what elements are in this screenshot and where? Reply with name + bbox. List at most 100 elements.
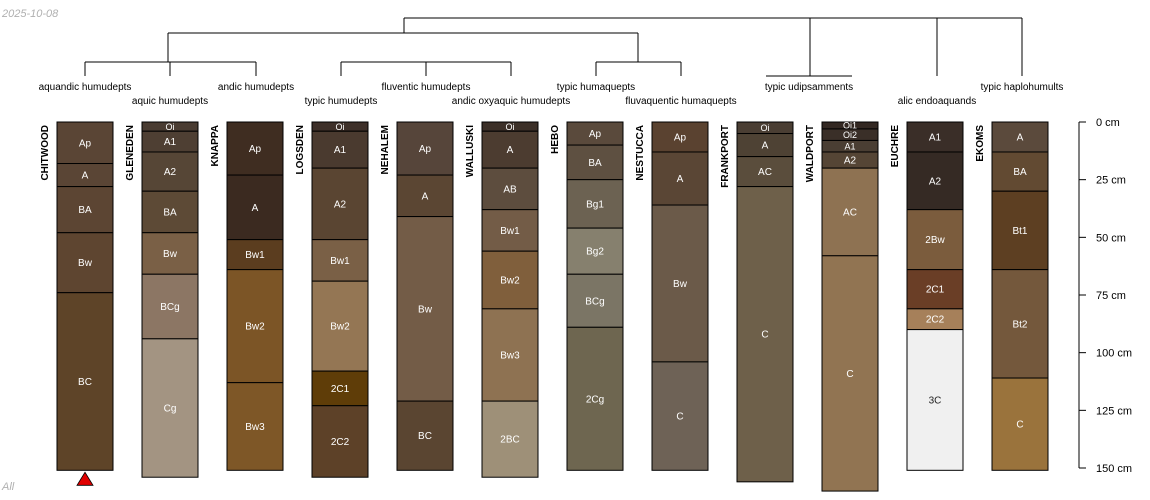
profile-name: FRANKPORT [720, 125, 731, 188]
horizon-block [396, 174, 454, 218]
profile-logsden: typic humudepts LOGSDEN Oi A1 A2 Bw1 Bw2 2C1 2C2 [295, 96, 378, 478]
horizon-label: BCg [160, 302, 179, 313]
date-label: 2025-10-08 [2, 8, 59, 20]
horizon-label: A [422, 191, 429, 202]
horizon-block [566, 227, 624, 275]
horizon-label: Cg [164, 404, 177, 415]
horizon-block [311, 405, 369, 478]
horizon-block [481, 308, 539, 402]
horizon-label: A2 [844, 156, 857, 167]
horizon-block [396, 400, 454, 471]
subgroup-label: andic oxyaquic humudepts [452, 96, 570, 107]
horizon-label: BA [163, 207, 177, 218]
horizon-label: Ap [79, 138, 92, 149]
profile-gleneden: aquic humudepts GLENEDEN Oi A1 A2 BA Bw BCg Cg [125, 96, 208, 478]
profile-ekoms: typic haplohumults EKOMS A BA Bt1 Bt2 C [975, 82, 1064, 471]
horizon-block [821, 167, 879, 257]
horizon-label: BC [78, 377, 92, 388]
horizon-label: Bw2 [245, 322, 265, 333]
horizon-label: C [676, 412, 683, 423]
horizon-label: 2Cg [586, 394, 604, 405]
horizon-label: Bg2 [586, 247, 604, 258]
horizon-label: Bw3 [500, 350, 520, 361]
horizon-label: Oi [166, 122, 175, 132]
horizon-block [991, 151, 1049, 192]
horizon-block [481, 209, 539, 252]
horizon-label: Oi [336, 122, 345, 132]
horizon-label: BA [1013, 167, 1027, 178]
profile-name: WALDPORT [805, 125, 816, 182]
subgroup-label: andic humudepts [218, 82, 294, 93]
subgroup-label: alic endoaquands [898, 96, 976, 107]
horizon-block [736, 186, 794, 483]
horizon-block [56, 292, 114, 471]
horizon-label: C [761, 330, 768, 341]
profile-euchre: alic endoaquands EUCHRE A1 A2 2Bw 2C1 2C2 3C [890, 96, 976, 471]
axis-tick-label: 25 cm [1096, 175, 1126, 187]
horizon-block [651, 361, 709, 471]
horizon-label: Ap [674, 132, 687, 143]
horizon-block [311, 280, 369, 372]
profile-name: NEHALEM [380, 125, 391, 174]
horizon-label: Bw [78, 258, 93, 269]
subgroup-label: typic haplohumults [981, 82, 1064, 93]
horizon-block [141, 151, 199, 192]
horizon-block [141, 338, 199, 478]
horizon-label: Bg1 [586, 199, 604, 210]
marker-triangle [76, 471, 94, 486]
horizon-block [141, 190, 199, 234]
horizon-block [481, 400, 539, 478]
horizon-block [991, 377, 1049, 471]
profile-name: LOGSDEN [295, 125, 306, 174]
horizon-label: 3C [929, 395, 942, 406]
horizon-block [56, 121, 114, 165]
horizon-block [56, 186, 114, 234]
horizon-label: A1 [164, 137, 177, 148]
horizon-label: BC [418, 431, 432, 442]
horizon-label: A1 [334, 145, 347, 156]
horizon-label: Bw1 [330, 256, 350, 267]
profile-name: KNAPPA [210, 125, 221, 166]
horizon-label: 2Bw [925, 235, 945, 246]
horizon-label: Oi2 [843, 130, 857, 140]
horizon-label: 2C2 [331, 437, 350, 448]
profile-walluski: andic oxyaquic humudepts WALLUSKI Oi A AB Bw1… [452, 96, 570, 478]
horizon-label: A1 [844, 141, 855, 151]
horizon-block [311, 130, 369, 169]
horizon-label: A2 [334, 199, 347, 210]
horizon-block [991, 269, 1049, 379]
dendrogram [84, 17, 1023, 77]
horizon-label: Bw1 [500, 226, 520, 237]
horizon-block [736, 156, 794, 188]
horizon-label: A2 [164, 167, 177, 178]
subgroup-label: typic humaquepts [557, 82, 635, 93]
horizon-block [821, 255, 879, 492]
horizon-label: Ap [419, 144, 432, 155]
horizon-label: Bw2 [330, 322, 350, 333]
subgroup-label: fluvaquentic humaquepts [625, 96, 736, 107]
horizon-label: Oi1 [843, 121, 857, 131]
horizon-label: Bw1 [245, 250, 265, 261]
profile-nehalem: fluventic humudepts NEHALEM Ap A Bw BC [380, 82, 470, 471]
horizon-label: Oi [506, 122, 515, 132]
horizon-label: AC [843, 207, 857, 218]
horizon-label: Bw2 [500, 276, 520, 287]
horizon-label: Bt2 [1012, 319, 1027, 330]
horizon-label: 2C1 [331, 384, 350, 395]
horizon-block [906, 151, 964, 211]
horizon-label: A [82, 171, 89, 182]
axis-tick-label: 75 cm [1096, 290, 1126, 302]
horizon-label: A1 [929, 132, 942, 143]
axis-tick-label: 150 cm [1096, 463, 1132, 475]
horizon-label: Bw3 [245, 422, 265, 433]
horizon-block [396, 216, 454, 402]
horizon-label: A [677, 174, 684, 185]
subgroup-label: typic humudepts [305, 96, 378, 107]
horizon-block [481, 167, 539, 211]
horizon-label: AC [758, 167, 772, 178]
horizon-label: A2 [929, 176, 942, 187]
horizon-label: A [507, 145, 514, 156]
